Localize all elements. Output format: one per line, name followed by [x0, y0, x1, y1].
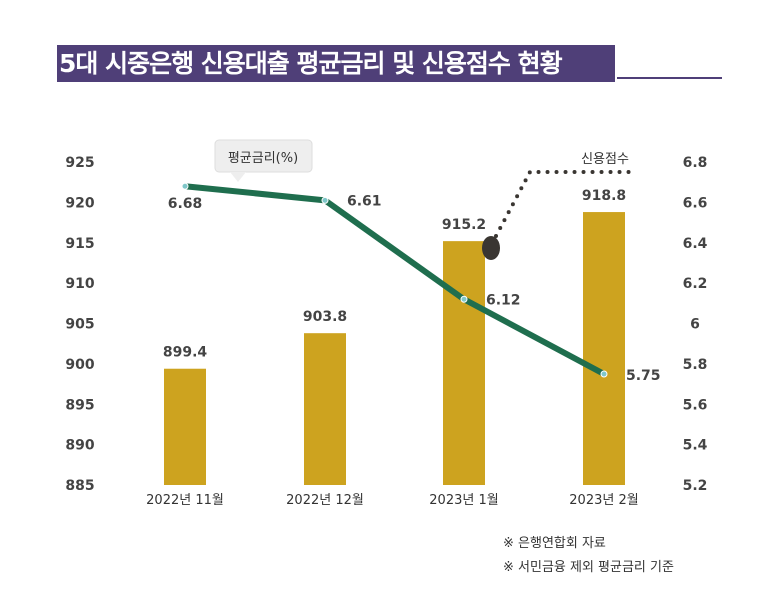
y-right-tick: 6	[690, 317, 700, 333]
x-tick: 2022년 11월	[146, 493, 224, 508]
line-series	[184, 183, 606, 377]
chart-title: 5대 시중은행 신용대출 평균금리 및 신용점수 현황	[57, 45, 615, 82]
bar-legend-leader	[494, 170, 634, 238]
y-left-tick: 900	[65, 357, 94, 373]
bar	[164, 368, 206, 485]
y-left-tick: 910	[65, 276, 94, 292]
x-tick: 2023년 2월	[569, 493, 638, 508]
callout-pointer	[230, 172, 246, 182]
bar-label: 915.2	[442, 217, 486, 233]
line-label: 6.68	[168, 196, 203, 212]
line-point	[600, 370, 608, 378]
line-point	[181, 182, 189, 190]
y-right-tick: 6.8	[683, 155, 708, 171]
y-right-tick: 5.2	[683, 478, 708, 494]
note-source: ※ 은행연합회 자료	[503, 536, 606, 551]
line-legend-label: 평균금리(%)	[228, 151, 298, 166]
y-right-tick: 5.4	[683, 438, 708, 454]
x-tick: 2023년 1월	[429, 493, 498, 508]
y-left-tick: 915	[65, 236, 94, 252]
y-left-tick: 895	[65, 397, 94, 413]
y-left-tick: 920	[65, 195, 94, 211]
bar-legend-marker	[482, 236, 500, 260]
line-point	[460, 295, 468, 303]
y-right-tick: 6.2	[683, 276, 708, 292]
note-basis: ※ 서민금융 제외 평균금리 기준	[503, 560, 674, 575]
bar-legend-label: 신용점수	[581, 152, 629, 167]
y-right-tick: 5.6	[683, 397, 708, 413]
line-point	[321, 196, 329, 204]
bar-label: 903.8	[303, 309, 347, 325]
bar	[443, 241, 485, 485]
y-left-tick: 905	[65, 317, 94, 333]
bar-label: 918.8	[582, 188, 626, 204]
y-left-tick: 885	[65, 478, 94, 494]
y-right-tick: 6.4	[683, 236, 708, 252]
title-underline	[617, 77, 722, 79]
bar	[583, 212, 625, 485]
y-right-tick: 5.8	[683, 357, 708, 373]
y-right-tick: 6.6	[683, 195, 708, 211]
x-tick: 2022년 12월	[286, 493, 364, 508]
y-left-tick: 925	[65, 155, 94, 171]
line-label: 6.61	[347, 193, 382, 209]
line-label: 5.75	[626, 368, 661, 384]
bar	[304, 333, 346, 485]
line-label: 6.12	[486, 292, 521, 308]
y-left-tick: 890	[65, 438, 94, 454]
bar-label: 899.4	[163, 345, 208, 361]
line-legend-callout	[214, 139, 313, 173]
